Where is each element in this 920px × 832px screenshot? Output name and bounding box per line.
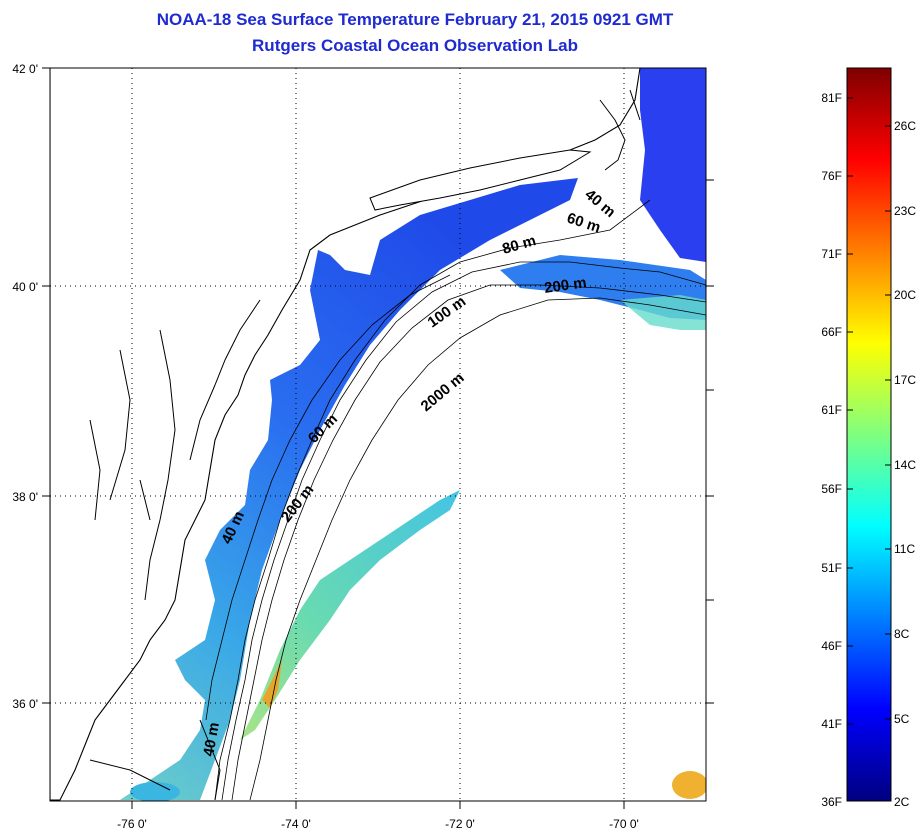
lat-label-40: 40 0' (12, 280, 38, 294)
colorbar-f-46: 46F (821, 639, 842, 653)
colorbar-f-56: 56F (821, 482, 842, 496)
colorbar (846, 67, 892, 802)
colorbar-c-11: 11C (894, 542, 915, 556)
colorbar-f-61: 61F (821, 403, 842, 417)
map-area: 40 m 60 m 80 m 200 m 100 m 2000 m 60 m 2… (50, 68, 706, 801)
colorbar-f-76: 76F (821, 169, 842, 183)
bathymetry-contours (205, 199, 706, 801)
colorbar-ticks (847, 97, 891, 725)
colorbar-c-5: 5C (894, 712, 910, 726)
colorbar-f-41: 41F (821, 717, 842, 731)
colorbar-c-23: 23C (894, 204, 916, 218)
cape-cod (599, 89, 641, 171)
outer-banks (89, 719, 221, 801)
colorbar-c-2: 2C (894, 795, 910, 809)
gulf-stream-sst (240, 490, 460, 740)
map-subtitle: Rutgers Coastal Ocean Observation Lab (252, 36, 578, 55)
graticule (50, 68, 706, 801)
contour-label-40m-south: 40 m (200, 721, 223, 758)
lat-label-42: 42 0' (12, 62, 38, 76)
map-title: NOAA-18 Sea Surface Temperature February… (156, 10, 674, 29)
long-island (369, 149, 592, 211)
colorbar-f-66: 66F (821, 325, 842, 339)
colorbar-c-14: 14C (894, 458, 916, 472)
chesapeake-bay (89, 329, 176, 601)
colorbar-f-81: 81F (821, 91, 842, 105)
lat-label-36: 36 0' (12, 697, 38, 711)
colorbar-f-71: 71F (821, 247, 842, 261)
axis-ticks (42, 67, 714, 809)
lon-label-74: -74 0' (281, 817, 311, 831)
shelf-water-sst (120, 178, 578, 800)
colorbar-f-51: 51F (821, 561, 842, 575)
colorbar-c-20: 20C (894, 288, 916, 302)
colorbar-c-17: 17C (894, 373, 916, 387)
northeast-sst (640, 68, 706, 262)
warm-spot (262, 660, 282, 708)
lon-label-72: -72 0' (445, 817, 475, 831)
delaware-bay (189, 299, 261, 461)
map-frame (49, 67, 707, 802)
warm-eddy (672, 771, 706, 799)
lon-label-70: -70 0' (609, 817, 639, 831)
lon-label-76: -76 0' (117, 817, 147, 831)
lat-label-38: 38 0' (12, 490, 38, 504)
sound-sst (130, 782, 180, 801)
contour-label-200m-north: 200 m (543, 274, 587, 297)
colorbar-c-26: 26C (894, 119, 916, 133)
colorbar-f-36: 36F (821, 795, 842, 809)
colorbar-c-8: 8C (894, 627, 910, 641)
